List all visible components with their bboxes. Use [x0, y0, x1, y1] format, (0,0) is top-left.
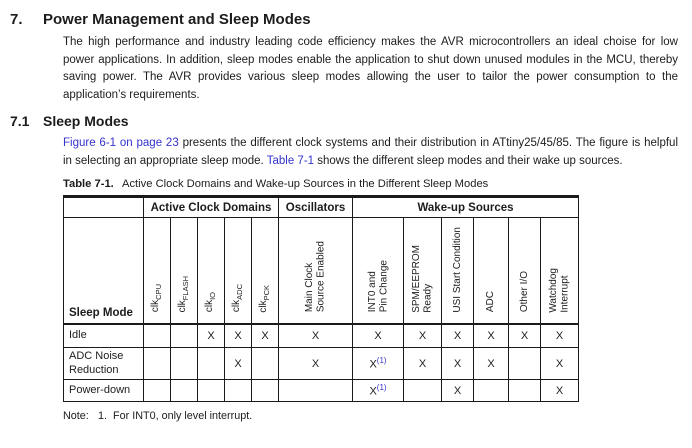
- mark-power-down-usi-start-condition: X: [441, 379, 474, 402]
- group-header-wakeup-sources: Wake-up Sources: [351, 196, 580, 218]
- table-7-1-link[interactable]: Table 7-1: [266, 154, 315, 167]
- col-header-label: clkADC: [230, 284, 244, 313]
- col-header-label: ADC: [485, 291, 497, 313]
- sleep-mode-name: Power-down: [63, 379, 144, 402]
- mark-power-down-watchdog-interrupt: X: [539, 379, 580, 402]
- mark-idle-clk-pck: X: [251, 323, 279, 348]
- mark-power-down-int0-and-pin-change: X(1): [352, 379, 404, 402]
- subsection-title: Sleep Modes: [43, 113, 129, 129]
- mark-adc-noise-reduction-watchdog-interrupt: X: [539, 347, 580, 380]
- mark-power-down-adc: [473, 379, 509, 402]
- table-caption-label: Table 7-1.: [63, 178, 114, 190]
- table-row-idle: Idle X X X X X X X X X X: [63, 323, 580, 348]
- mark-power-down-other-io: [508, 379, 541, 402]
- mark-adc-noise-reduction-clk-pck: [251, 347, 279, 380]
- note-label: Note:: [63, 410, 89, 422]
- subsection-heading: 7.1 Sleep Modes: [0, 113, 692, 130]
- group-header-active-clock-domains: Active Clock Domains: [143, 196, 279, 218]
- table-group-header-row: Active Clock Domains Oscillators Wake-up…: [63, 196, 580, 218]
- section-number: 7.: [10, 11, 23, 28]
- col-header-clk-pck: clkPCK: [251, 217, 279, 325]
- section-heading: 7. Power Management and Sleep Modes: [0, 11, 692, 29]
- col-header-label: clkPCK: [257, 284, 271, 313]
- footnote-ref[interactable]: (1): [376, 356, 387, 366]
- col-header-clk-flash: clkFLASH: [170, 217, 198, 325]
- table-row-power-down: Power-down X(1) X X: [63, 379, 580, 402]
- note-number: 1.: [98, 410, 108, 422]
- mark-idle-main-clock-source-enabled: X: [278, 323, 353, 348]
- group-header-oscillators: Oscillators: [278, 196, 353, 218]
- col-header-usi-start-condition: USI Start Condition: [441, 217, 474, 325]
- col-header-clk-adc: clkADC: [224, 217, 252, 325]
- mark-idle-other-io: X: [508, 323, 541, 348]
- section-title: Power Management and Sleep Modes: [43, 11, 311, 28]
- table-footnote: Note: 1. For INT0, only level interrupt.: [63, 410, 692, 423]
- mark-idle-watchdog-interrupt: X: [539, 323, 580, 348]
- col-header-label: USI Start Condition: [451, 226, 463, 313]
- mark-power-down-spm-eeprom-ready: [403, 379, 442, 402]
- col-header-adc: ADC: [473, 217, 509, 325]
- mark-idle-clk-flash: [170, 323, 198, 348]
- table-caption: Table 7-1. Active Clock Domains and Wake…: [63, 178, 692, 191]
- mark-power-down-clk-pck: [251, 379, 279, 402]
- mark-adc-noise-reduction-adc: X: [473, 347, 509, 380]
- mark-idle-int0-and-pin-change: X: [352, 323, 404, 348]
- mark-adc-noise-reduction-other-io: [508, 347, 541, 380]
- mark-adc-noise-reduction-clk-io: [197, 347, 225, 380]
- mark-idle-spm-eeprom-ready: X: [403, 323, 442, 348]
- mark-idle-usi-start-condition: X: [441, 323, 474, 348]
- col-header-label: Main Clock Source Enabled: [304, 241, 327, 313]
- col-header-label: clkIO: [203, 292, 217, 313]
- mark-power-down-main-clock-source-enabled: [278, 379, 353, 402]
- mark-idle-clk-adc: X: [224, 323, 252, 348]
- sleep-modes-paragraph: Figure 6-1 on page 23 presents the diffe…: [63, 135, 678, 170]
- sleep-mode-name: ADC Noise Reduction: [63, 347, 144, 380]
- col-header-watchdog-interrupt: Watchdog Interrupt: [539, 217, 580, 325]
- paragraph-text: shows the different sleep modes and thei…: [314, 154, 623, 167]
- note-text: For INT0, only level interrupt.: [113, 410, 253, 422]
- mark-power-down-clk-flash: [170, 379, 198, 402]
- subsection-number: 7.1: [10, 113, 30, 129]
- mark-adc-noise-reduction-spm-eeprom-ready: X: [403, 347, 442, 380]
- footnote-ref[interactable]: (1): [376, 383, 387, 393]
- col-header-label: Other I/O: [518, 271, 530, 313]
- sleep-modes-table: Active Clock Domains Oscillators Wake-up…: [63, 195, 580, 402]
- table-caption-text: Active Clock Domains and Wake-up Sources…: [122, 178, 489, 190]
- mark-adc-noise-reduction-clk-cpu: [143, 347, 171, 380]
- col-header-other-io: Other I/O: [508, 217, 541, 325]
- col-header-label: clkFLASH: [176, 276, 190, 313]
- col-header-label: INT0 and Pin Change: [366, 260, 390, 313]
- mark-power-down-clk-cpu: [143, 379, 171, 402]
- intro-paragraph: The high performance and industry leadin…: [63, 36, 678, 101]
- col-header-main-clock-source-enabled: Main Clock Source Enabled: [278, 217, 353, 325]
- mark-adc-noise-reduction-usi-start-condition: X: [441, 347, 474, 380]
- paragraph-text: presents the different clock systems and…: [63, 137, 678, 167]
- figure-6-1-link[interactable]: Figure 6-1 on page 23: [63, 137, 179, 149]
- col-header-label: Watchdog Interrupt: [548, 267, 571, 313]
- mark-adc-noise-reduction-clk-flash: [170, 347, 198, 380]
- mark-idle-clk-io: X: [197, 323, 225, 348]
- sleep-mode-name: Idle: [63, 323, 144, 348]
- sleep-mode-column-header: Sleep Mode: [63, 217, 144, 325]
- table-column-header-row: Sleep Mode clkCPU clkFLASH clkIO clkADC clkP…: [63, 217, 580, 325]
- col-header-clk-io: clkIO: [197, 217, 225, 325]
- col-header-spm-eeprom-ready: SPM/EEPROM Ready: [403, 217, 442, 325]
- col-header-clk-cpu: clkCPU: [143, 217, 171, 325]
- mark-power-down-clk-adc: [224, 379, 252, 402]
- table-row-adc-noise-reduction: ADC Noise Reduction X X X(1) X X X X: [63, 347, 580, 380]
- mark-idle-adc: X: [473, 323, 509, 348]
- mark-adc-noise-reduction-int0-and-pin-change: X(1): [352, 347, 404, 380]
- col-header-label: SPM/EEPROM Ready: [411, 244, 434, 313]
- mark-idle-clk-cpu: [143, 323, 171, 348]
- mark-adc-noise-reduction-main-clock-source-enabled: X: [278, 347, 353, 380]
- empty-corner-cell: [63, 196, 144, 218]
- mark-adc-noise-reduction-clk-adc: X: [224, 347, 252, 380]
- col-header-label: clkCPU: [149, 284, 163, 313]
- mark-power-down-clk-io: [197, 379, 225, 402]
- col-header-int0-and-pin-change: INT0 and Pin Change: [352, 217, 404, 325]
